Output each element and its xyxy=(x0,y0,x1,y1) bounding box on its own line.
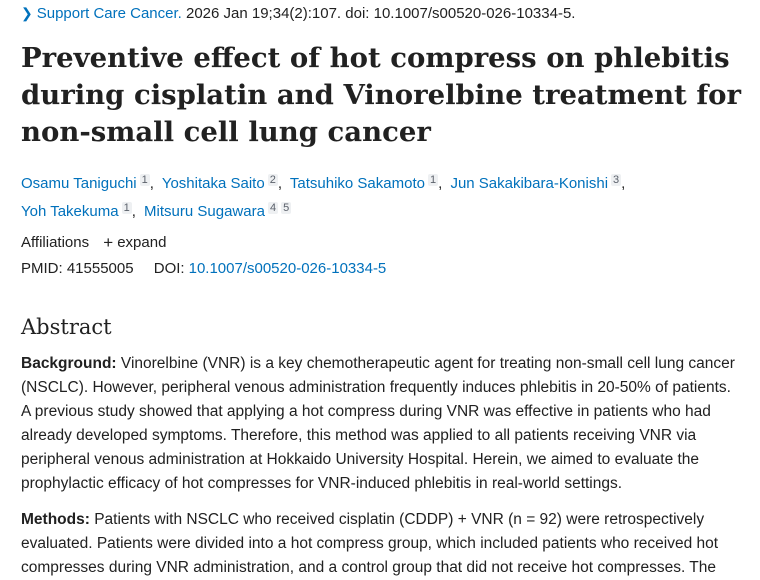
chevron-right-icon: ❯ xyxy=(21,5,33,21)
author-link[interactable]: Tatsuhiko Sakamoto xyxy=(289,175,425,192)
citation-details: 2026 Jan 19;34(2):107. doi: 10.1007/s005… xyxy=(185,5,576,22)
background-text: Vinorelbine (VNR) is a key chemotherapeu… xyxy=(21,355,735,492)
affiliation-ref[interactable]: 4 xyxy=(267,202,279,214)
affiliation-ref[interactable]: 1 xyxy=(139,174,150,186)
abstract-background: Background: Vinorelbine (VNR) is a key c… xyxy=(21,352,743,496)
doi-label: DOI: xyxy=(153,260,185,277)
article-title: Preventive effect of hot compress on phl… xyxy=(21,42,741,148)
affiliation-ref[interactable]: 1 xyxy=(427,174,439,186)
expand-label: expand xyxy=(117,234,167,251)
author-link[interactable]: Mitsuru Sugawara xyxy=(144,203,265,220)
author-link[interactable]: Yoh Takekuma xyxy=(21,203,119,220)
abstract-heading: Abstract xyxy=(21,315,112,339)
plus-icon: + xyxy=(103,233,114,252)
journal-link[interactable]: Support Care Cancer. xyxy=(36,5,182,22)
affiliation-ref[interactable]: 2 xyxy=(267,174,278,186)
citation-line: ❯ Support Care Cancer. 2026 Jan 19;34(2):… xyxy=(21,4,575,23)
pmid-value: 41555005 xyxy=(66,260,134,277)
identifiers: PMID: 41555005 DOI: 10.1007/s00520-026-10… xyxy=(21,259,386,279)
doi-link[interactable]: 10.1007/s00520-026-10334-5 xyxy=(188,260,387,277)
pmid-label: PMID: xyxy=(21,260,63,277)
methods-label: Methods: xyxy=(21,511,90,528)
author-link[interactable]: Osamu Taniguchi xyxy=(21,175,137,192)
affiliations-toggle: Affiliations + expand xyxy=(21,232,166,253)
author-link[interactable]: Yoshitaka Saito xyxy=(161,175,265,192)
affiliation-ref[interactable]: 5 xyxy=(281,202,292,214)
affiliation-ref[interactable]: 3 xyxy=(611,174,622,186)
affiliations-label: Affiliations xyxy=(21,234,90,251)
author-row: Osamu Taniguchi 1, Yoshitaka Saito 2, Tats… xyxy=(21,174,626,192)
background-label: Background: xyxy=(21,355,117,372)
expand-button[interactable]: + expand xyxy=(103,233,167,252)
author-row: Yoh Takekuma 1, Mitsuru Sugawara 4 5 xyxy=(21,202,292,220)
affiliation-ref[interactable]: 1 xyxy=(121,202,132,214)
author-link[interactable]: Jun Sakakibara-Konishi xyxy=(450,175,609,192)
abstract-methods: Methods: Patients with NSCLC who receive… xyxy=(21,508,743,580)
methods-text: Patients with NSCLC who received cisplat… xyxy=(21,511,719,576)
author-list: Osamu Taniguchi 1, Yoshitaka Saito 2, Tats… xyxy=(21,168,751,224)
